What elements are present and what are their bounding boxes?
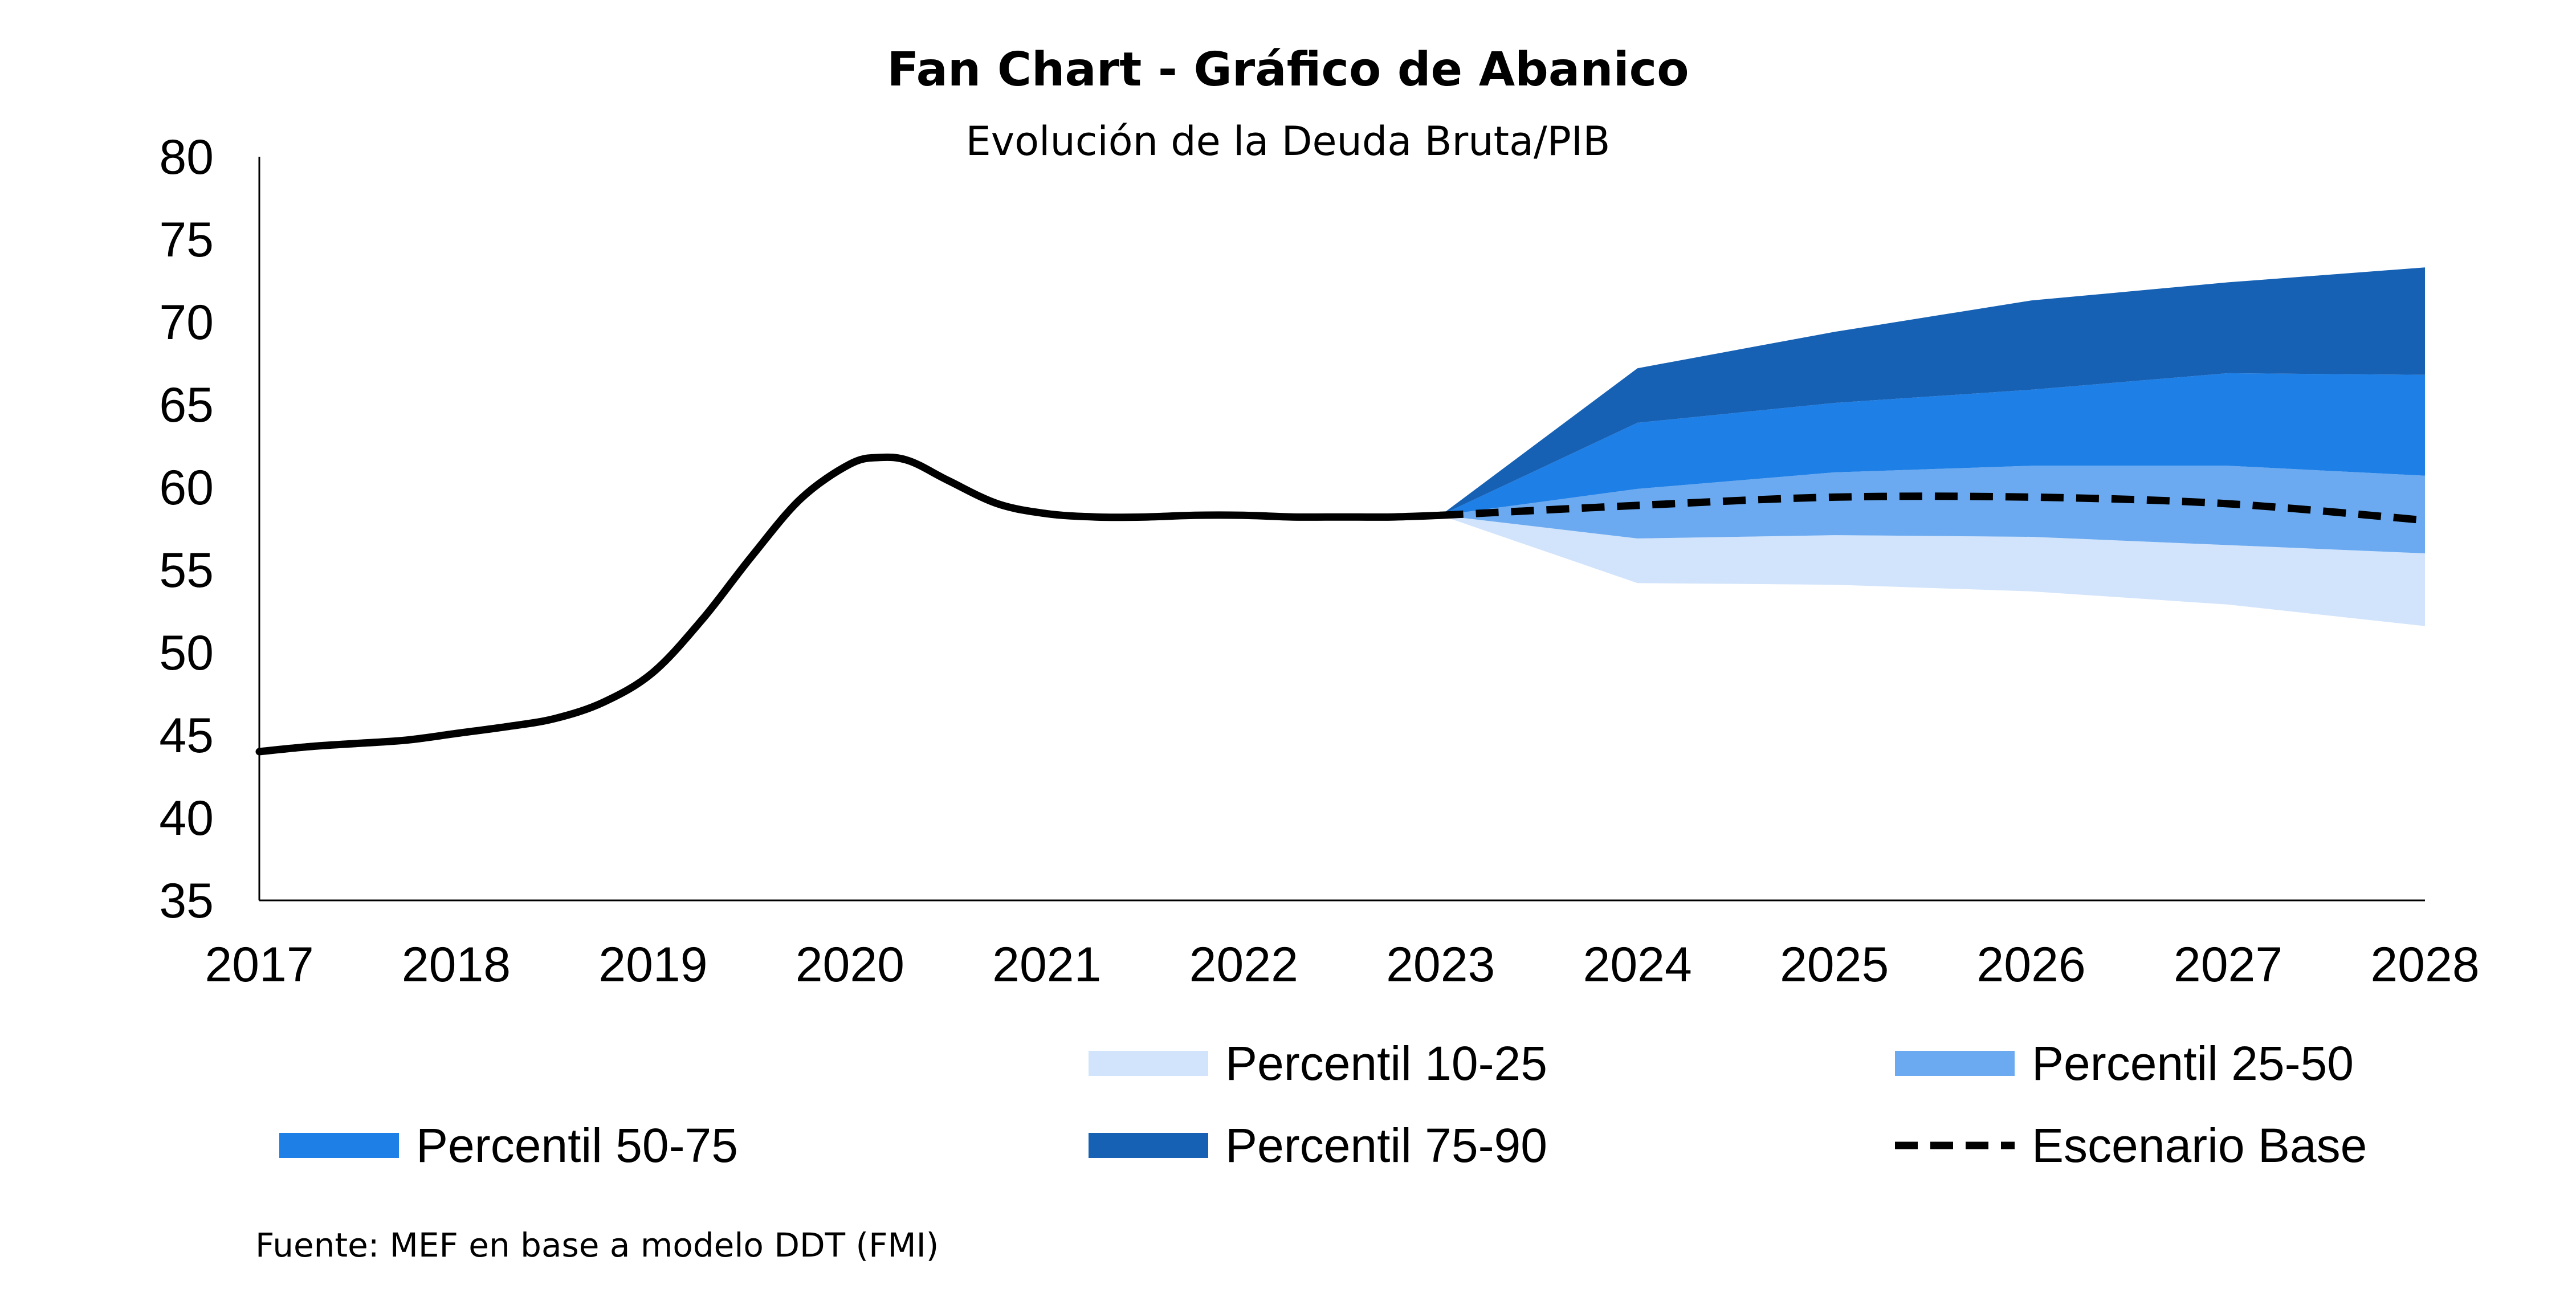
x-tick-label: 2026: [1976, 937, 2085, 992]
axes: [258, 157, 2425, 902]
x-tick-label: 2018: [402, 937, 511, 992]
base-scenario-line: [1440, 492, 2426, 524]
legend-item: Percentil 25-50: [1895, 1037, 2354, 1090]
y-tick-label: 35: [159, 874, 214, 928]
y-tick-label: 50: [159, 626, 214, 680]
x-tick-label: 2022: [1189, 937, 1298, 992]
band-percentil-10-25: [1440, 515, 2425, 626]
legend-label: Percentil 25-50: [2032, 1037, 2354, 1090]
legend-swatch: [1895, 1051, 2015, 1076]
fan-bands: [1440, 267, 2425, 626]
legend-item: Percentil 10-25: [1089, 1037, 1547, 1090]
x-tick-label: 2017: [205, 937, 313, 992]
legend-label: Percentil 10-25: [1225, 1037, 1547, 1090]
y-tick-label: 65: [159, 378, 214, 433]
legend-label: Escenario Base: [2032, 1119, 2367, 1172]
band-percentil-75-90: [1440, 267, 2425, 516]
y-tick-labels: 35 40 45 50 55 60 65 70 75 80: [159, 130, 214, 928]
x-tick-labels: 2017 2018 2019 2020 2021 2022 2023 2024 2025 2026…: [205, 937, 2479, 992]
legend-swatch: [1089, 1133, 1208, 1158]
x-tick-label: 2021: [992, 937, 1101, 992]
y-tick-label: 40: [159, 791, 214, 846]
x-tick-label: 2020: [796, 937, 904, 992]
historical-line: [255, 453, 1445, 756]
x-tick-label: 2025: [1780, 937, 1889, 992]
chart-subtitle: Evolución de la Deuda Bruta/PIB: [966, 118, 1611, 165]
legend-item: Escenario Base: [1895, 1119, 2367, 1172]
x-tick-label: 2028: [2370, 937, 2479, 992]
band-percentil-50-75: [1440, 373, 2425, 516]
x-tick-label: 2027: [2174, 937, 2282, 992]
x-tick-label: 2024: [1583, 937, 1692, 992]
x-tick-label: 2023: [1386, 937, 1495, 992]
legend-item: Percentil 50-75: [279, 1119, 738, 1172]
legend-label: Percentil 50-75: [416, 1119, 738, 1172]
series-lines: [255, 453, 2426, 756]
band-percentil-25-50: [1440, 466, 2425, 553]
y-tick-label: 70: [159, 295, 214, 350]
legend-swatch: [1089, 1051, 1208, 1076]
chart-title: Fan Chart - Gráfico de Abanico: [887, 43, 1689, 97]
y-tick-label: 80: [159, 130, 214, 185]
y-tick-label: 55: [159, 543, 214, 598]
legend-label: Percentil 75-90: [1225, 1119, 1547, 1172]
legend-swatch: [279, 1133, 399, 1158]
source-note: Fuente: MEF en base a modelo DDT (FMI): [255, 1226, 939, 1265]
legend-item: Percentil 75-90: [1089, 1119, 1547, 1172]
y-tick-label: 45: [159, 708, 214, 763]
y-tick-label: 75: [159, 213, 214, 267]
x-tick-label: 2019: [598, 937, 707, 992]
y-tick-label: 60: [159, 460, 214, 515]
legend: Percentil 10-25 Percentil 25-50 Percentil …: [279, 1037, 2367, 1172]
